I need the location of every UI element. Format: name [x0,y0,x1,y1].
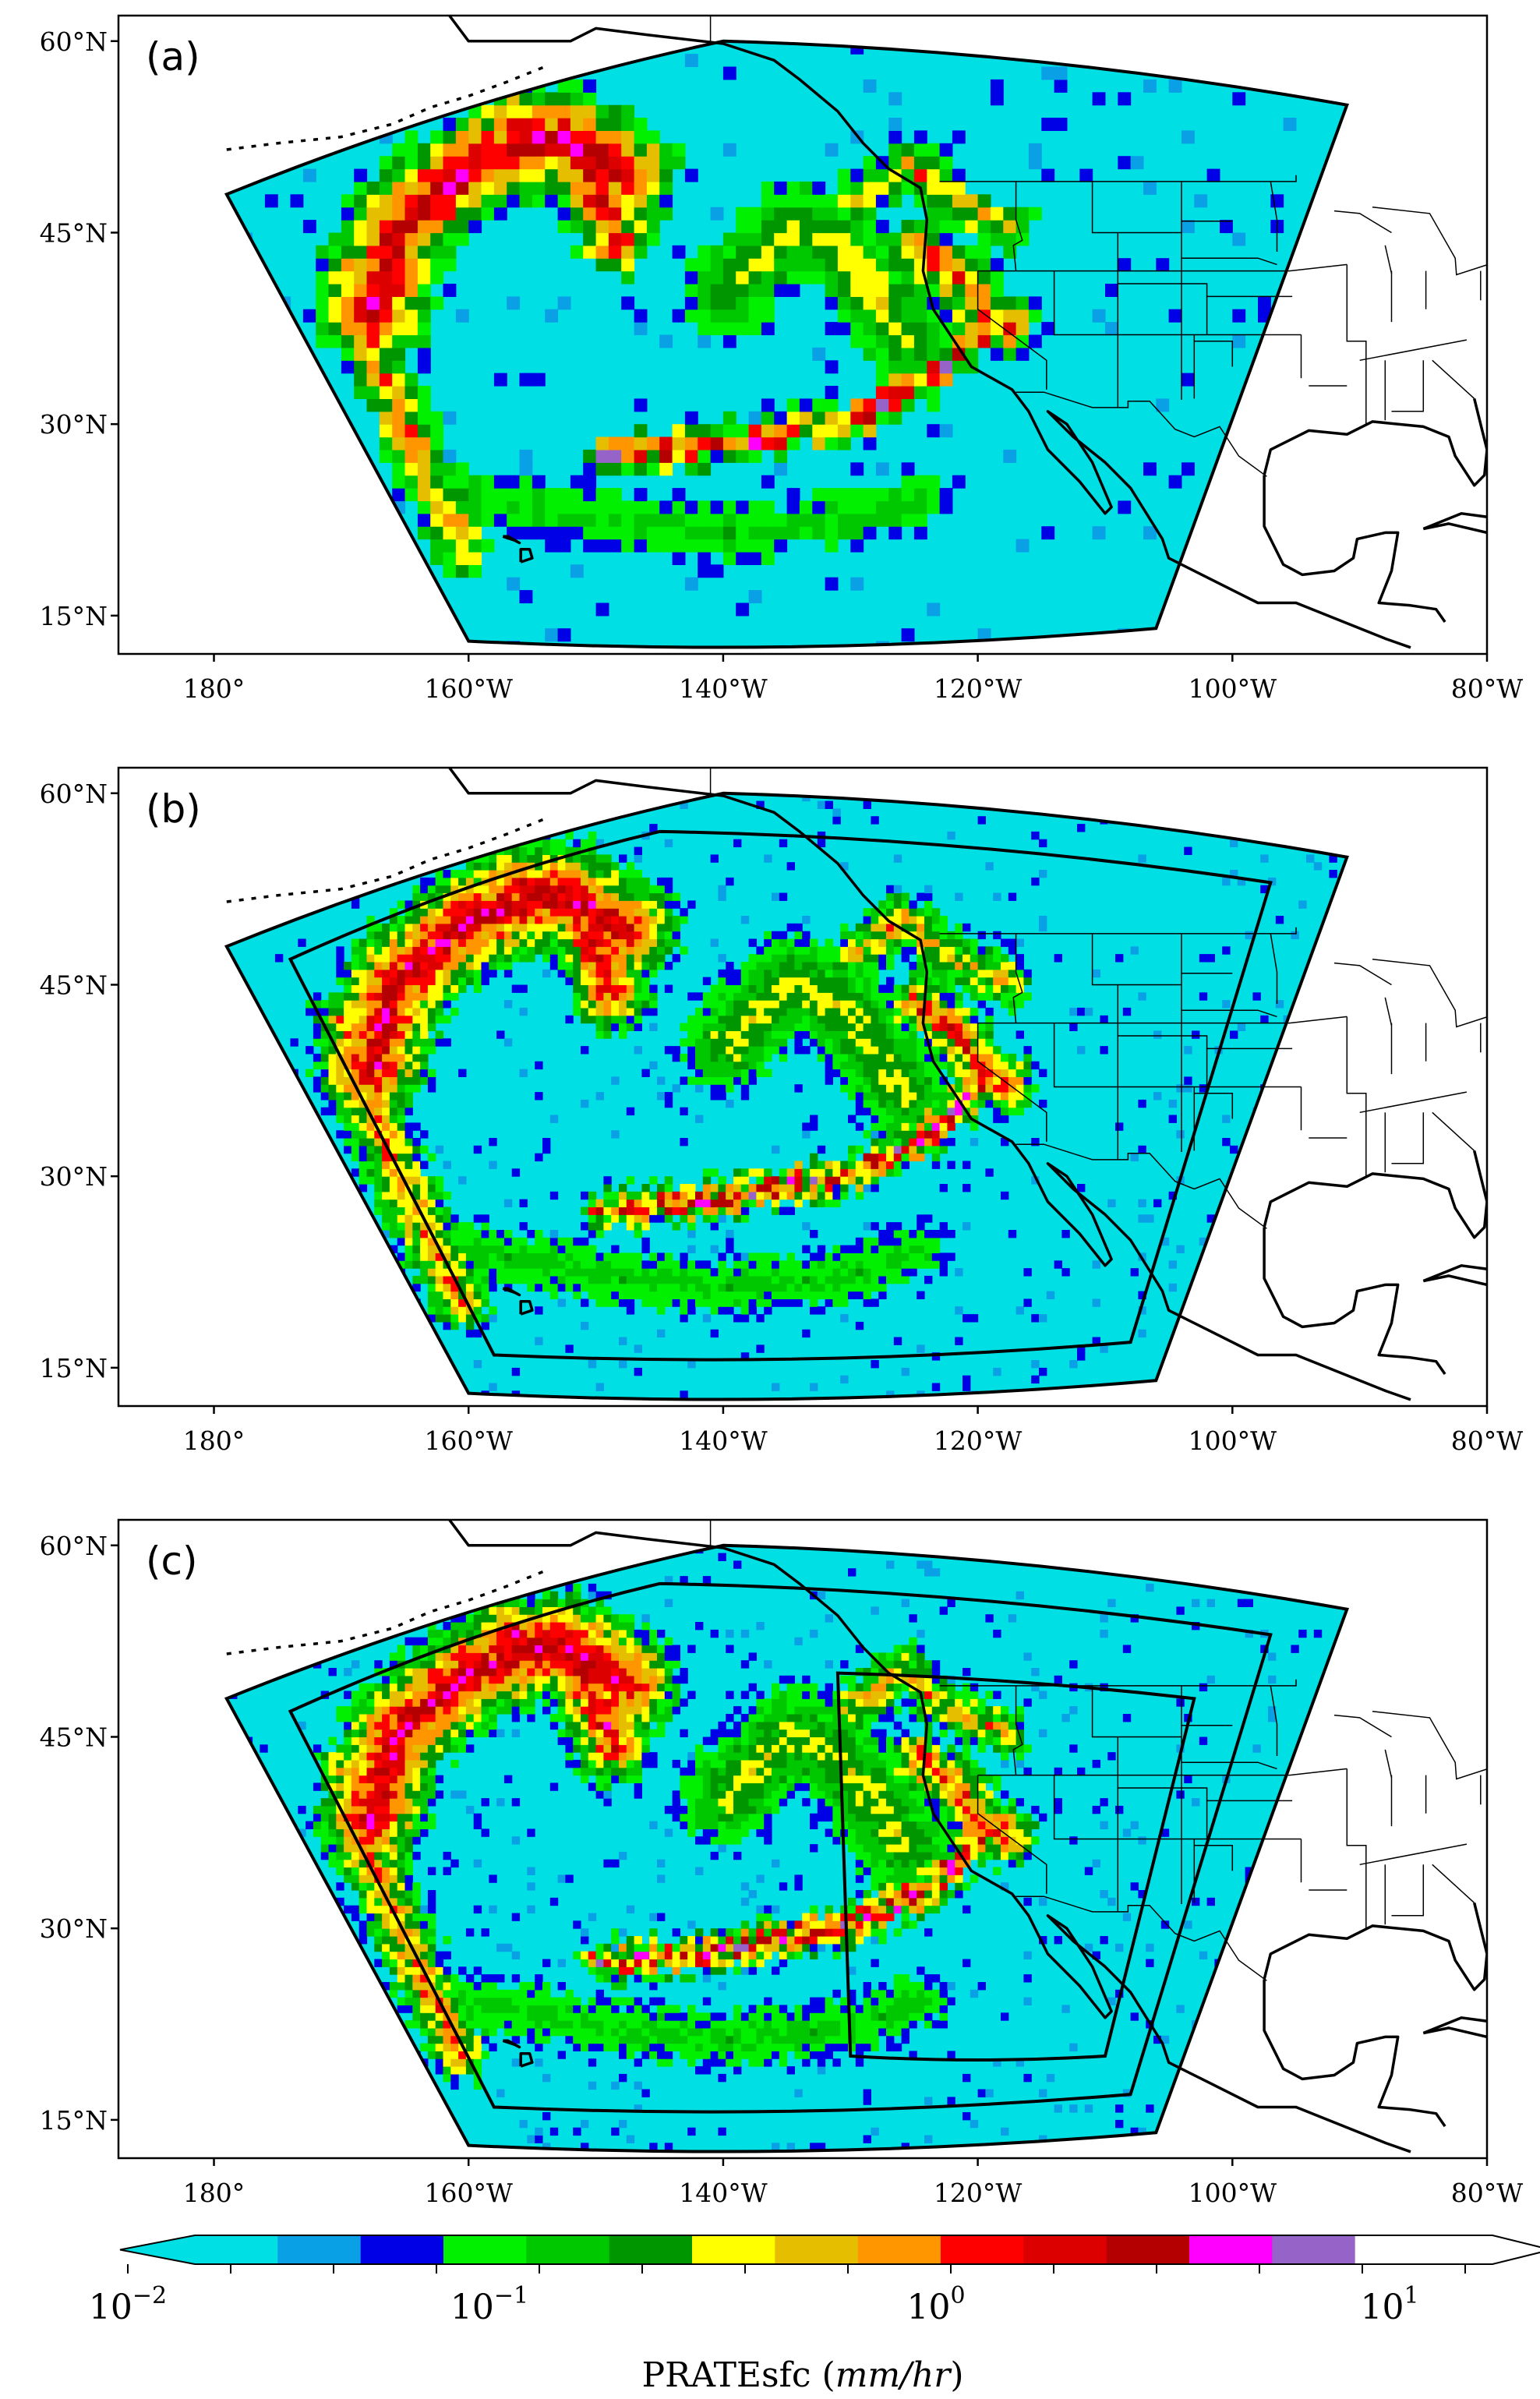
lat-tick-label: 15°N [40,2105,108,2136]
lon-tick-label: 100°W [1189,2178,1277,2208]
lon-tick-label: 120°W [934,1426,1022,1456]
colorbar-swatch [277,2235,362,2264]
outer-domain-outline [224,39,1349,649]
state-borders [709,16,1487,477]
colorbar-tick-label: 101 [1360,2282,1418,2327]
lon-tick-label: 120°W [934,2178,1022,2208]
lon-tick-label: 160°W [425,673,513,704]
colorbar-outline [119,2235,1540,2265]
lat-tick-label: 30°N [40,1913,108,1944]
colorbar-swatch [195,2235,278,2264]
coastlines [226,768,1487,1401]
state-borders [709,1520,1487,1981]
lat-tick-label: 30°N [40,1161,108,1192]
panel-frame [117,14,1489,655]
lat-tick-label: 30°N [40,409,108,440]
colorbar-swatch [443,2235,527,2264]
lat-tick-label: 60°N [40,1531,108,1561]
lon-tick-label: 180° [183,2178,245,2208]
lon-tick-label: 180° [183,1426,245,1456]
state-borders [709,768,1487,1229]
lon-tick-label: 140°W [679,2178,767,2208]
outer-domain-outline [224,1543,1349,2153]
panel-frame [117,766,1489,1408]
colorbar-swatch [1023,2235,1107,2264]
lon-tick-label: 160°W [425,2178,513,2208]
colorbar-tick-label: 100 [906,2282,965,2327]
map-panel-a: 60°N 45°N 30°N 15°N 180° 160°W 140°W 120°W 100°W… [40,14,1523,704]
panel-letter: (b) [146,786,201,832]
colorbar-extend-right [1355,2235,1540,2264]
colorbar-label: PRATEsfc (mm/hr) [641,2355,963,2395]
colorbar-swatch [526,2235,610,2264]
nest-2-outline [835,1671,1196,2062]
colorbar-swatch [1272,2235,1356,2264]
colorbar-swatch [360,2235,444,2264]
colorbar-swatch [941,2235,1024,2264]
lon-tick-label: 80°W [1451,2178,1523,2208]
panel-letter: (c) [146,1539,198,1584]
lon-tick-label: 80°W [1451,673,1523,704]
lat-tick-label: 60°N [40,26,108,57]
colorbar-swatch [857,2235,941,2264]
colorbar-swatch [1106,2235,1190,2264]
lon-tick-label: 100°W [1189,673,1277,704]
outer-domain-outline [224,791,1349,1401]
nest-1-outline [288,829,1273,1362]
coastlines [226,1520,1487,2153]
lon-tick-label: 140°W [679,673,767,704]
lat-tick-label: 45°N [40,217,108,248]
colorbar-tick-label: 10−2 [89,2282,167,2327]
lon-tick-label: 100°W [1189,1426,1277,1456]
lat-tick-label: 45°N [40,1722,108,1752]
colorbar-swatch [692,2235,775,2264]
map-panel-b: 60°N 45°N 30°N 15°N 180° 160°W 140°W 120°W 100°W… [40,766,1523,1456]
precip-field [226,1545,1348,2152]
lon-tick-label: 140°W [679,1426,767,1456]
lat-tick-label: 15°N [40,1353,108,1383]
colorbar-ticks: 10−2 10−1 100 101 [89,2264,1466,2327]
coastlines [226,16,1487,649]
colorbar [119,2235,1540,2265]
lon-tick-label: 120°W [934,673,1022,704]
panel-frame [117,1518,1489,2160]
lon-tick-label: 180° [183,673,245,704]
lat-tick-label: 15°N [40,601,108,631]
precip-field [226,41,1348,648]
map-panel-c: 60°N 45°N 30°N 15°N 180° 160°W 140°W 120°W 100°W… [40,1518,1523,2208]
colorbar-swatch [609,2235,693,2264]
lat-tick-label: 45°N [40,970,108,1000]
colorbar-swatch [1189,2235,1273,2264]
nest-1-outline [288,1581,1273,2114]
lat-tick-label: 60°N [40,779,108,809]
lon-tick-label: 160°W [425,1426,513,1456]
colorbar-tick-label: 10−1 [450,2282,528,2327]
colorbar-swatch [775,2235,859,2264]
lon-tick-label: 80°W [1451,1426,1523,1456]
panel-letter: (a) [146,34,200,79]
colorbar-extend-left [120,2235,195,2264]
